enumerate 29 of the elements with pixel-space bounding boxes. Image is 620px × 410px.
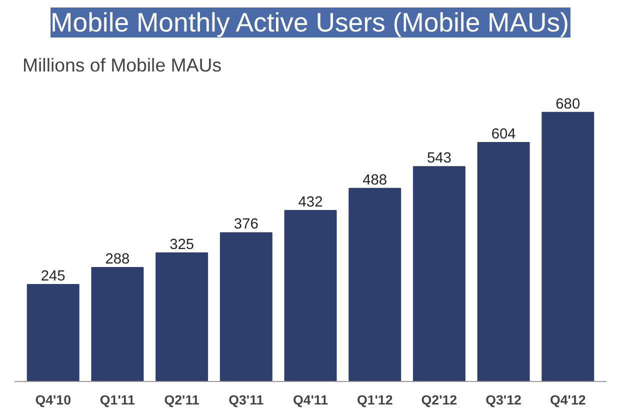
- x-tick-label: Q3'11: [228, 392, 264, 408]
- bar: [284, 210, 337, 382]
- x-tick-label: Q1'12: [356, 392, 393, 408]
- x-tick-label: Q2'11: [164, 392, 200, 408]
- data-label: 245: [40, 268, 66, 285]
- data-label: 325: [170, 236, 194, 253]
- data-label: 376: [234, 216, 258, 233]
- data-label: 604: [491, 126, 516, 142]
- x-tick-label: Q2'12: [421, 392, 458, 408]
- x-tick-label: Q4'12: [550, 392, 586, 408]
- data-label: 488: [362, 172, 388, 188]
- bar: [412, 166, 466, 382]
- data-label: 288: [105, 252, 130, 268]
- x-tick-label: Q4'11: [292, 392, 329, 408]
- bar: [542, 112, 594, 382]
- data-label: 432: [298, 194, 323, 211]
- bar: [156, 252, 208, 382]
- bar: [220, 232, 272, 382]
- chart-subtitle: Millions of Mobile MAUs: [22, 54, 222, 76]
- data-label: 543: [426, 150, 452, 167]
- bar: [91, 267, 144, 382]
- x-tick-label: Q4'10: [35, 392, 72, 408]
- chart-title: Mobile Monthly Active Users (Mobile MAUs): [50, 8, 570, 38]
- data-label: 680: [556, 96, 580, 112]
- bar: [477, 142, 530, 382]
- bar: [348, 188, 402, 382]
- x-tick-label: Q3'12: [486, 392, 522, 408]
- bar: [26, 284, 80, 382]
- x-tick-label: Q1'11: [100, 392, 136, 408]
